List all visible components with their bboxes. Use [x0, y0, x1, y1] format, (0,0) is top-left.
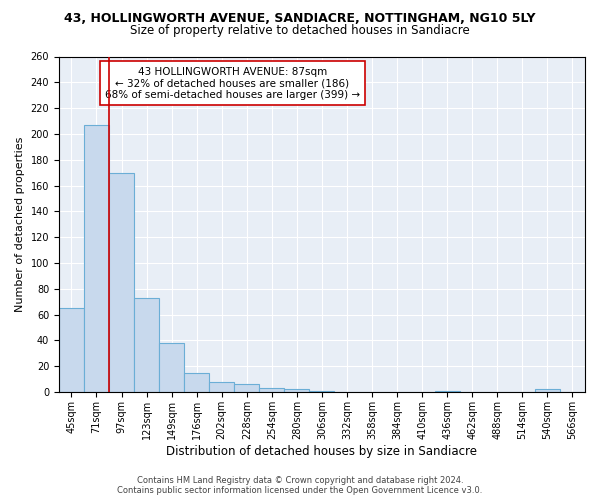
Text: 43, HOLLINGWORTH AVENUE, SANDIACRE, NOTTINGHAM, NG10 5LY: 43, HOLLINGWORTH AVENUE, SANDIACRE, NOTT…: [64, 12, 536, 26]
Text: Contains HM Land Registry data © Crown copyright and database right 2024.
Contai: Contains HM Land Registry data © Crown c…: [118, 476, 482, 495]
Bar: [59, 308, 84, 392]
Y-axis label: Number of detached properties: Number of detached properties: [15, 136, 25, 312]
Bar: [184, 372, 209, 392]
X-axis label: Distribution of detached houses by size in Sandiacre: Distribution of detached houses by size …: [166, 444, 478, 458]
Bar: [209, 382, 234, 392]
Bar: [234, 384, 259, 392]
Text: Size of property relative to detached houses in Sandiacre: Size of property relative to detached ho…: [130, 24, 470, 37]
Bar: [259, 388, 284, 392]
Bar: [109, 172, 134, 392]
Bar: [284, 390, 310, 392]
Bar: [310, 390, 334, 392]
Bar: [159, 343, 184, 392]
Bar: [535, 390, 560, 392]
Bar: [134, 298, 159, 392]
Bar: [434, 390, 460, 392]
Bar: [84, 125, 109, 392]
Text: 43 HOLLINGWORTH AVENUE: 87sqm
← 32% of detached houses are smaller (186)
68% of : 43 HOLLINGWORTH AVENUE: 87sqm ← 32% of d…: [105, 66, 360, 100]
